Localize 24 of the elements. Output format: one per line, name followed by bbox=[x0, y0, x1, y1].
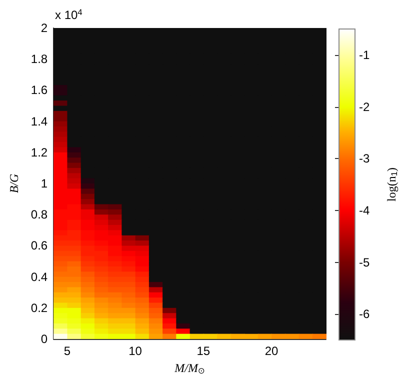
y-tick-label: 1.2 bbox=[30, 145, 48, 160]
x-axis-title: M/M⊙ bbox=[174, 360, 205, 376]
y-tick-label: 2 bbox=[40, 21, 48, 35]
y-axis-title: B/G bbox=[7, 174, 21, 194]
y-tick-label: 0.4 bbox=[30, 270, 48, 284]
y-tick-label: 1.8 bbox=[30, 52, 48, 66]
color-bar-title: log(n1) bbox=[384, 168, 399, 202]
color-bar-label: -5 bbox=[359, 255, 370, 270]
color-bar-label: -3 bbox=[359, 152, 370, 166]
color-bar-label: -2 bbox=[359, 100, 370, 114]
x-tick-label: 5 bbox=[64, 344, 71, 358]
y-tick-label: 0.8 bbox=[30, 208, 48, 222]
y-tick-label: 0.6 bbox=[30, 238, 48, 253]
x-tick-label: 15 bbox=[196, 344, 210, 358]
y-tick-label: 0.2 bbox=[30, 300, 48, 315]
color-bar-label: -6 bbox=[359, 307, 370, 322]
y-tick-label: 0 bbox=[40, 332, 48, 346]
x-tick-label: 10 bbox=[128, 344, 142, 358]
color-bar-label: -1 bbox=[359, 48, 370, 62]
y-tick-label: 1.4 bbox=[30, 114, 48, 128]
color-bar-label: -4 bbox=[359, 203, 370, 218]
y-tick-label: 1.6 bbox=[30, 83, 48, 98]
x-tick-label: 20 bbox=[264, 344, 279, 358]
y-tick-label: 1 bbox=[40, 176, 48, 190]
